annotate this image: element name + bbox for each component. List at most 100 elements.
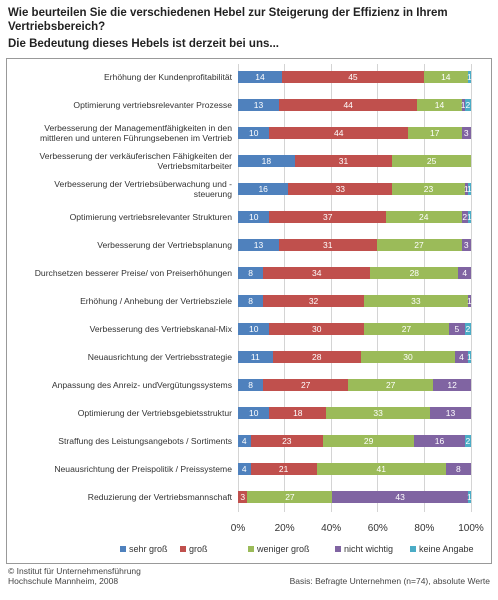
bar-segment [247,491,333,503]
bar-segment [282,71,424,83]
bar-segment [467,71,471,83]
category-label: Verbesserung der Vertriebsüberwachung un… [54,179,232,199]
bar-value-label: 1 [467,184,472,194]
bar-value-label: 14 [255,72,265,82]
bar-value-label: 2 [465,324,471,334]
bar-value-label: 5 [454,324,460,334]
bar-value-label: 37 [323,212,333,222]
bar-segment [417,99,462,111]
bar-segment [467,351,471,363]
bar-segment [238,435,251,447]
legend-label: groß [189,544,208,554]
bar-value-label: 29 [363,436,374,446]
bar-segment [250,463,317,475]
bar-value-label: 10 [249,408,259,418]
bar-segment [238,267,264,279]
bar-value-label: 1 [460,100,466,110]
legend-item: groß [180,544,208,554]
legend-item: keine Angabe [410,544,474,554]
bar-value-label: 33 [411,296,421,306]
legend-item: nicht wichtig [335,544,393,554]
bar-segment [269,211,386,223]
bar-segment [461,99,465,111]
bar-segment [326,407,431,419]
bar-value-label: 32 [308,296,319,306]
category-label: Neuausrichtung der Vertriebsstrategie [87,352,232,362]
bar-segment [269,407,327,419]
grid-line [284,64,286,512]
bar-value-label: 28 [311,352,322,362]
bar-value-label: 13 [253,240,264,250]
legend-swatch [248,546,254,552]
bar-value-label: 16 [434,436,445,446]
bar-segment [467,211,471,223]
bar-segment [392,183,465,195]
bar-segment [263,379,349,391]
bar-value-label: 1 [467,212,472,222]
bar-segment [269,127,409,139]
bar-segment [238,463,251,475]
bar-segment [467,491,471,503]
bar-segment [238,491,248,503]
bar-value-label: 1 [467,352,472,362]
category-label: Optimierung vertriebsrelevanter Struktur… [69,212,232,222]
x-tick-label: 60% [367,523,388,534]
bar-value-label: 34 [311,268,322,278]
bar-value-label: 2 [462,212,468,222]
bar-segment [238,183,289,195]
bar-segment [464,323,471,335]
bar-segment [445,463,471,475]
category-label: Durchsetzen besserer Preise/ von Preiser… [34,268,232,278]
category-label: Optimierung der Vertriebsgebietsstruktur [77,408,232,418]
bar-value-label: 27 [401,324,412,334]
bar-segment [370,267,459,279]
x-tick-label: 100% [458,523,484,534]
bar-value-label: 44 [334,128,344,138]
bar-value-label: 44 [343,100,353,110]
category-label: Anpassung des Anreiz- undVergütungssyste… [51,380,232,390]
legend-item: sehr groß [120,544,168,554]
bar-segment [376,239,462,251]
legend-label: weniger groß [257,544,310,554]
legend-swatch [410,546,416,552]
bar-segment [272,351,361,363]
bar-segment [238,71,283,83]
bar-value-label: 10 [249,128,259,138]
bar-value-label: 3 [463,240,469,250]
bar-segment [455,351,468,363]
category-label: Erhöhung / Anhebung der Vertriebsziele [80,296,232,306]
bar-segment [238,239,279,251]
bar-value-label: 41 [376,464,386,474]
bar-segment [467,295,471,307]
bar-value-label: 30 [403,352,413,362]
bar-segment [448,323,465,335]
bar-segment [464,435,471,447]
bar-segment [316,463,446,475]
bar-segment [269,323,364,335]
bar-segment [430,407,471,419]
bar-segment [294,155,393,167]
bar-value-label: 23 [282,436,292,446]
bar-value-label: 27 [300,380,311,390]
bar-segment [385,211,462,223]
category-label: Verbesserung der verkäuferischen Fähigke… [39,151,232,171]
category-label: Verbesserung der Managementfähigkeiten i… [39,123,232,143]
legend-label: keine Angabe [419,544,474,554]
bar-value-label: 8 [248,380,253,390]
bar-segment [323,435,415,447]
bar-segment [467,183,471,195]
chart-frame [6,58,492,564]
bar-value-label: 12 [447,380,457,390]
bar-segment [348,379,434,391]
bar-value-label: 18 [293,408,303,418]
bar-value-label: 31 [322,240,333,250]
category-label: Neuausrichtung der Preispolitik / Preiss… [54,464,232,474]
source: © Institut für Unternehmensführung Hochs… [8,566,141,586]
bar-segment [238,379,264,391]
bar-segment [461,127,471,139]
bar-value-label: 4 [241,436,247,446]
grid-line [330,64,332,512]
bar-value-label: 8 [456,464,461,474]
bar-value-label: 43 [395,492,405,502]
